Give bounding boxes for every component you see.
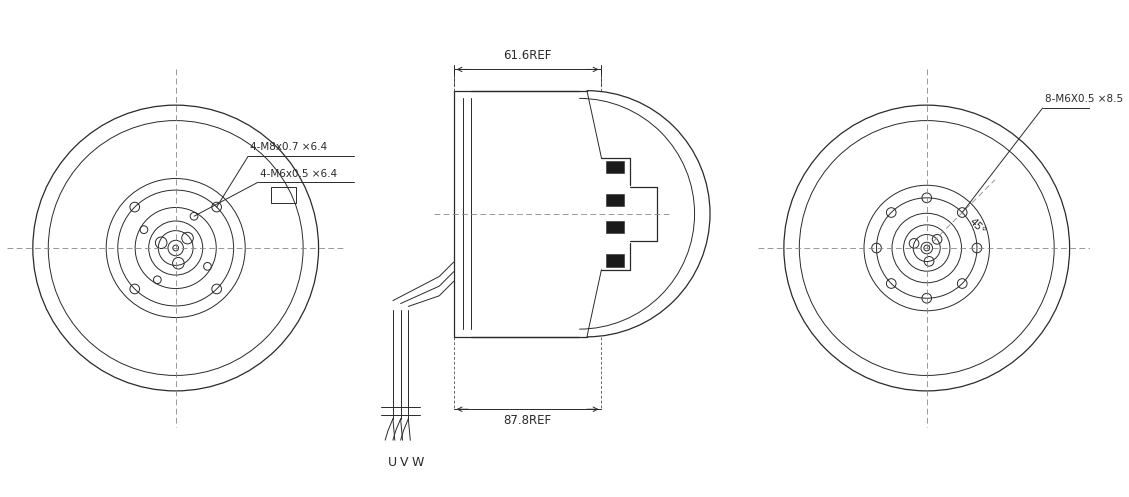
- Bar: [606, 222, 623, 233]
- Text: U: U: [388, 456, 397, 469]
- Text: W: W: [412, 456, 425, 469]
- Text: 4-M8x0.7 ×6.4: 4-M8x0.7 ×6.4: [250, 143, 327, 153]
- Text: V: V: [401, 456, 409, 469]
- Text: 4-M6x0.5 ×6.4: 4-M6x0.5 ×6.4: [260, 168, 336, 178]
- Bar: [271, 187, 297, 203]
- Text: 8-M6X0.5 ×8.5: 8-M6X0.5 ×8.5: [1044, 94, 1122, 104]
- Bar: [606, 254, 623, 267]
- Text: 45°: 45°: [968, 217, 988, 237]
- Bar: [606, 161, 623, 173]
- Text: 87.8REF: 87.8REF: [504, 414, 552, 427]
- Text: 61.6REF: 61.6REF: [504, 49, 552, 62]
- Bar: [606, 194, 623, 206]
